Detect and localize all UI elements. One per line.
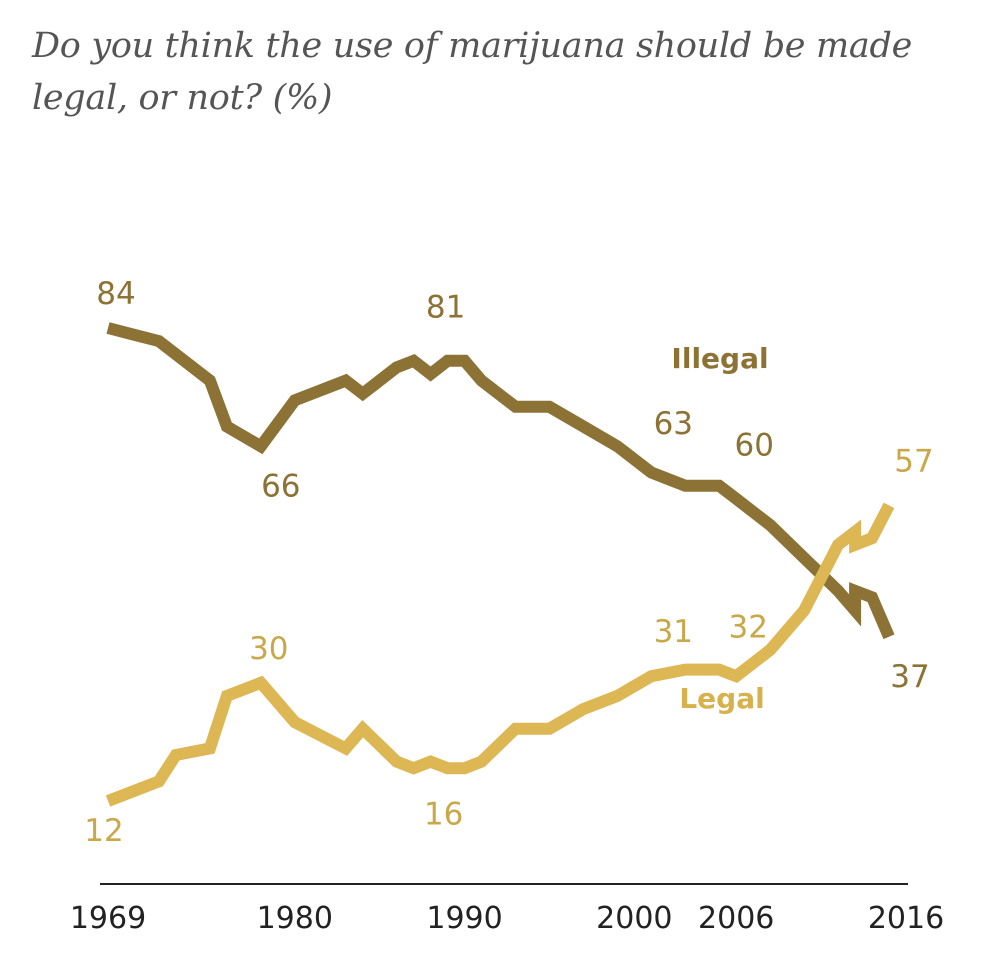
x-tick-label: 2000 [596,901,672,936]
data-label-illegal: 84 [96,276,135,312]
data-label-legal: 32 [728,610,767,646]
series-lines [105,322,895,807]
x-tick-label: 1969 [70,901,146,936]
data-label-illegal: 81 [426,290,465,326]
x-tick-label: 1980 [257,901,333,936]
x-axis: 1969 1980 1990 2000 2006 2016 [70,883,944,936]
x-tick-label: 2006 [698,901,774,936]
data-label-legal: 12 [84,813,123,849]
data-label-illegal: 63 [654,406,693,442]
series-line-illegal [106,322,895,640]
data-label-legal: 31 [654,614,693,650]
chart-title: Do you think the use of marijuana should… [32,26,913,118]
data-labels: 84 66 81 63 60 37 12 30 16 31 32 57 Illegal Legal [84,276,933,849]
data-label-illegal: 66 [261,468,300,504]
x-tick-label: 2016 [868,901,944,936]
series-line-legal [105,502,895,807]
data-label-illegal: 60 [734,428,773,464]
data-label-legal: 16 [424,797,463,833]
data-label-legal: 30 [249,631,288,667]
x-tick-label: 1990 [426,901,502,936]
data-label-illegal: 37 [890,659,929,695]
data-label-legal: 57 [894,443,933,479]
series-label-legal: Legal [679,682,764,715]
series-label-illegal: Illegal [671,342,768,375]
